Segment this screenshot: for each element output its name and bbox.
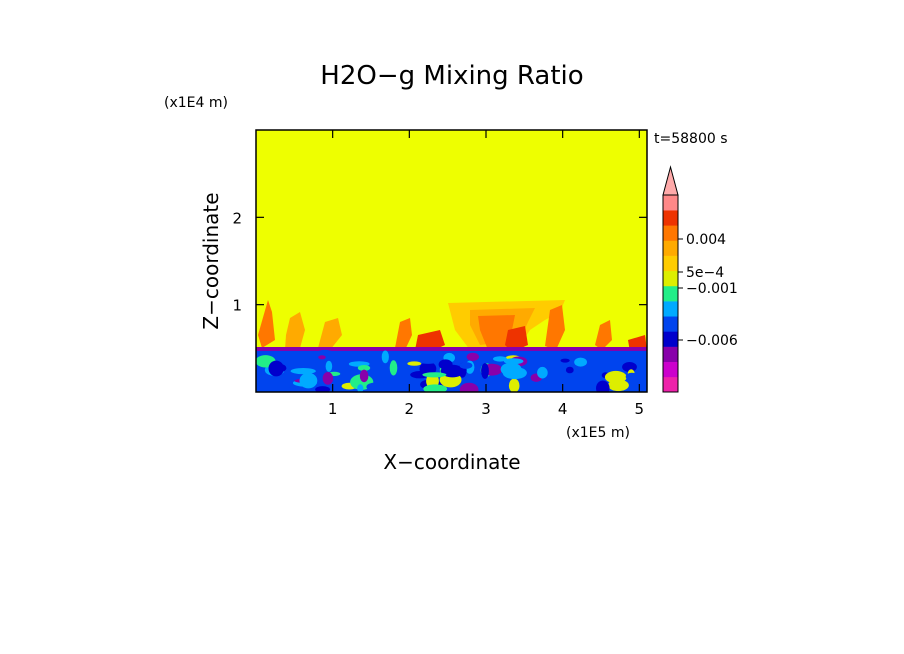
eddy <box>459 362 473 369</box>
eddy <box>596 380 610 392</box>
eddy <box>322 372 334 385</box>
eddy <box>625 372 639 381</box>
colorbar-level-7 <box>663 270 678 287</box>
eddy <box>560 358 570 363</box>
x-tick-label-3: 4 <box>558 400 568 418</box>
x-tick-label-0: 1 <box>328 400 338 418</box>
eddy <box>622 362 637 372</box>
time-label: t=58800 s <box>654 131 728 147</box>
y-scale-label: (x1E4 m) <box>164 95 228 111</box>
x-axis-label: X−coordinate <box>383 450 520 474</box>
eddy <box>282 383 291 389</box>
x-axis: 1 2 3 4 5 <box>328 130 644 418</box>
eddy <box>500 362 522 376</box>
colorbar-level-6 <box>663 285 678 302</box>
eddy <box>466 352 479 361</box>
colorbar-level-10 <box>663 225 678 241</box>
eddy <box>318 355 326 360</box>
cloud-plumes <box>258 300 647 352</box>
eddy <box>407 361 422 366</box>
y-axis: 12 <box>232 209 647 315</box>
colorbar-level-0 <box>663 376 678 393</box>
eddy <box>459 382 479 392</box>
eddy <box>301 361 317 367</box>
colorbar-label-1: 5e−4 <box>686 265 724 281</box>
boundary-layer-top <box>256 347 647 353</box>
colorbar-label-0: 0.004 <box>686 232 726 248</box>
eddy <box>493 356 507 362</box>
eddy <box>604 370 627 384</box>
plume-left <box>258 300 275 348</box>
plot-frame <box>255 129 648 393</box>
eddy <box>389 360 398 376</box>
eddy <box>537 366 548 379</box>
eddy <box>503 358 524 365</box>
colorbar-overflow-arrow <box>662 165 679 196</box>
colorbar-level-1 <box>663 361 678 378</box>
x-tick-label-2: 3 <box>481 400 491 418</box>
boundary-layer <box>256 347 647 392</box>
y-axis-label: Z−coordinate <box>199 192 223 329</box>
eddy <box>422 372 447 378</box>
colorbar-level-4 <box>663 316 678 332</box>
colorbar-level-2 <box>663 346 678 362</box>
boundary-layer-eddies <box>256 349 639 392</box>
y-tick-label-1: 2 <box>232 209 242 227</box>
x-tick-label-1: 2 <box>405 400 415 418</box>
eddy <box>381 350 389 364</box>
x-tick-label-4: 5 <box>635 400 645 418</box>
colorbar-level-3 <box>663 331 678 347</box>
colorbar-level-11 <box>663 210 678 226</box>
plume-d <box>415 330 445 352</box>
colorbar-level-8 <box>663 255 678 272</box>
eddy <box>357 365 371 371</box>
colorbar-label-3: −0.006 <box>686 333 738 349</box>
x-scale-label: (x1E5 m) <box>566 425 630 441</box>
y-tick-label-0: 1 <box>232 297 242 315</box>
colorbar-level-12 <box>663 195 678 211</box>
plume-b <box>318 318 342 350</box>
plot-area <box>256 130 647 392</box>
chart-title: H2O−g Mixing Ratio <box>320 61 583 91</box>
eddy <box>481 363 489 379</box>
colorbar-level-9 <box>663 240 678 256</box>
eddy <box>315 386 331 392</box>
eddy <box>299 372 318 389</box>
eddy <box>366 382 385 392</box>
colorbar-level-5 <box>663 301 678 317</box>
plume-a <box>285 312 305 350</box>
eddy <box>423 384 448 392</box>
plume-g <box>595 320 612 350</box>
plume-f <box>545 305 565 350</box>
eddy <box>359 369 369 383</box>
eddy <box>357 384 364 392</box>
eddy <box>574 357 587 367</box>
colorbar-label-2: −0.001 <box>686 281 738 297</box>
eddy <box>290 368 316 375</box>
eddy <box>438 359 453 370</box>
colorbar: 0.004 5e−4−0.001 −0.006 <box>662 165 738 393</box>
colorbar-frame <box>662 194 679 393</box>
eddy <box>508 378 520 392</box>
eddy <box>325 360 333 372</box>
eddy <box>565 366 574 374</box>
eddy <box>415 353 441 364</box>
eddy <box>268 360 284 377</box>
plume-e <box>505 326 528 352</box>
plume-c <box>395 318 412 350</box>
